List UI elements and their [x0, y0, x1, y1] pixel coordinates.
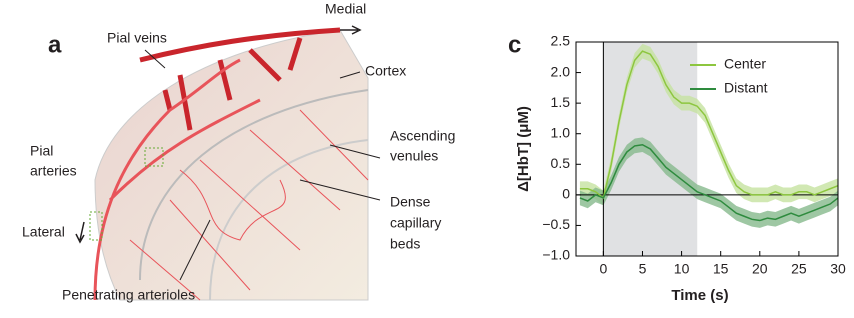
x-tick-label: 10 [674, 261, 690, 277]
x-tick-label: 25 [791, 261, 807, 277]
panel-label: c [508, 31, 521, 58]
label: Pial veins [107, 30, 167, 46]
y-tick-label: 0 [562, 186, 570, 202]
label: beds [390, 236, 420, 252]
label: Ascending [390, 128, 455, 144]
label: Medial [325, 1, 366, 17]
label: Lateral [22, 224, 65, 240]
diagram: a Medial Pial veins Cortex Ascending ven… [22, 1, 455, 303]
y-tick-label: 2.5 [551, 33, 571, 49]
y-tick-label: 1.0 [551, 124, 571, 140]
label: Dense [390, 194, 431, 210]
lateral-arrow [76, 222, 84, 242]
y-tick-label: 1.5 [551, 94, 571, 110]
label: Cortex [365, 63, 406, 79]
panel-label: a [48, 31, 62, 58]
y-axis-title: Δ[HbT] (μM) [515, 106, 532, 192]
x-tick-label: 0 [599, 261, 607, 277]
label: Pial [30, 143, 53, 159]
medial-arrow [340, 26, 360, 34]
y-tick-label: −0.5 [542, 216, 570, 232]
label: Penetrating arterioles [62, 287, 195, 303]
label: venules [390, 148, 438, 164]
x-tick-label: 5 [639, 261, 647, 277]
x-tick-label: 30 [830, 261, 846, 277]
y-tick-label: −1.0 [542, 247, 570, 263]
figure: a Medial Pial veins Cortex Ascending ven… [0, 0, 854, 313]
cortex-slab [95, 30, 368, 300]
x-axis-title: Time (s) [671, 287, 728, 304]
x-tick-label: 20 [752, 261, 768, 277]
legend-label: Distant [724, 80, 768, 96]
y-tick-label: 0.5 [551, 155, 571, 171]
x-tick-label: 15 [713, 261, 729, 277]
label: capillary [390, 215, 441, 231]
label: arteries [30, 163, 77, 179]
y-tick-label: 2.0 [551, 63, 571, 79]
legend-label: Center [724, 56, 766, 72]
